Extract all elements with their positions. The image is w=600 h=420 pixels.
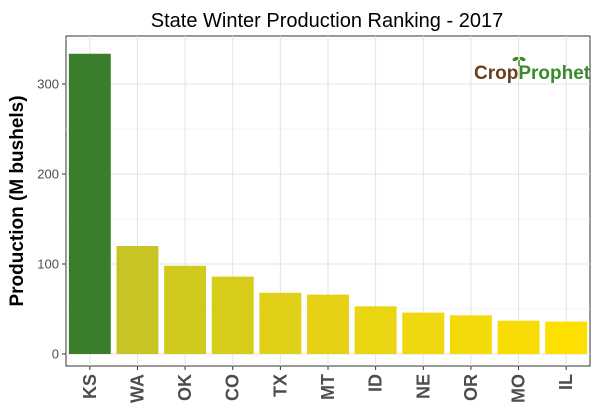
y-axis: 0 100 200 300: [37, 77, 66, 362]
y-tick-label: 200: [37, 167, 59, 182]
logo-crop-text: Crop: [474, 63, 518, 84]
bar-ok: [164, 265, 207, 354]
x-tick-label-ok: OK: [175, 374, 195, 401]
y-axis-label: Production (M bushels): [7, 95, 28, 306]
bar-ne: [402, 312, 445, 354]
plot-panel: [65, 35, 591, 367]
x-tick-label-or: OR: [461, 374, 481, 401]
bar-tx: [259, 292, 302, 354]
svg-text:CropProphet: CropProphet: [474, 63, 591, 84]
bar-mt: [307, 294, 349, 354]
bar-ks: [68, 53, 111, 354]
chart-title: State Winter Production Ranking - 2017: [151, 10, 503, 32]
y-tick-label: 100: [37, 257, 59, 272]
y-tick-label: 300: [37, 77, 59, 92]
x-tick-label-tx: TX: [270, 374, 290, 397]
bar-or: [449, 315, 492, 354]
bar-mo: [497, 320, 540, 354]
x-tick-label-wa: WA: [127, 374, 147, 403]
bar-il: [545, 321, 588, 354]
x-tick-label-id: ID: [366, 374, 386, 392]
bar-co: [211, 276, 254, 354]
bar-wa: [116, 246, 159, 354]
x-tick-label-il: IL: [556, 374, 576, 390]
bar-id: [354, 306, 397, 354]
y-tick-label: 0: [52, 347, 59, 362]
x-tick-label-co: CO: [223, 374, 243, 401]
x-tick-label-mt: MT: [318, 374, 338, 400]
cropprophet-logo: CropProphet: [474, 56, 591, 84]
x-tick-label-ne: NE: [413, 374, 433, 399]
x-axis: KS WA OK CO TX MT ID NE OR MO IL: [80, 366, 576, 403]
bars: [68, 53, 588, 354]
logo-prophet-text: Prophet: [518, 63, 590, 84]
sprout-icon: [512, 56, 526, 66]
x-tick-label-ks: KS: [80, 374, 100, 399]
x-tick-label-mo: MO: [509, 374, 529, 403]
